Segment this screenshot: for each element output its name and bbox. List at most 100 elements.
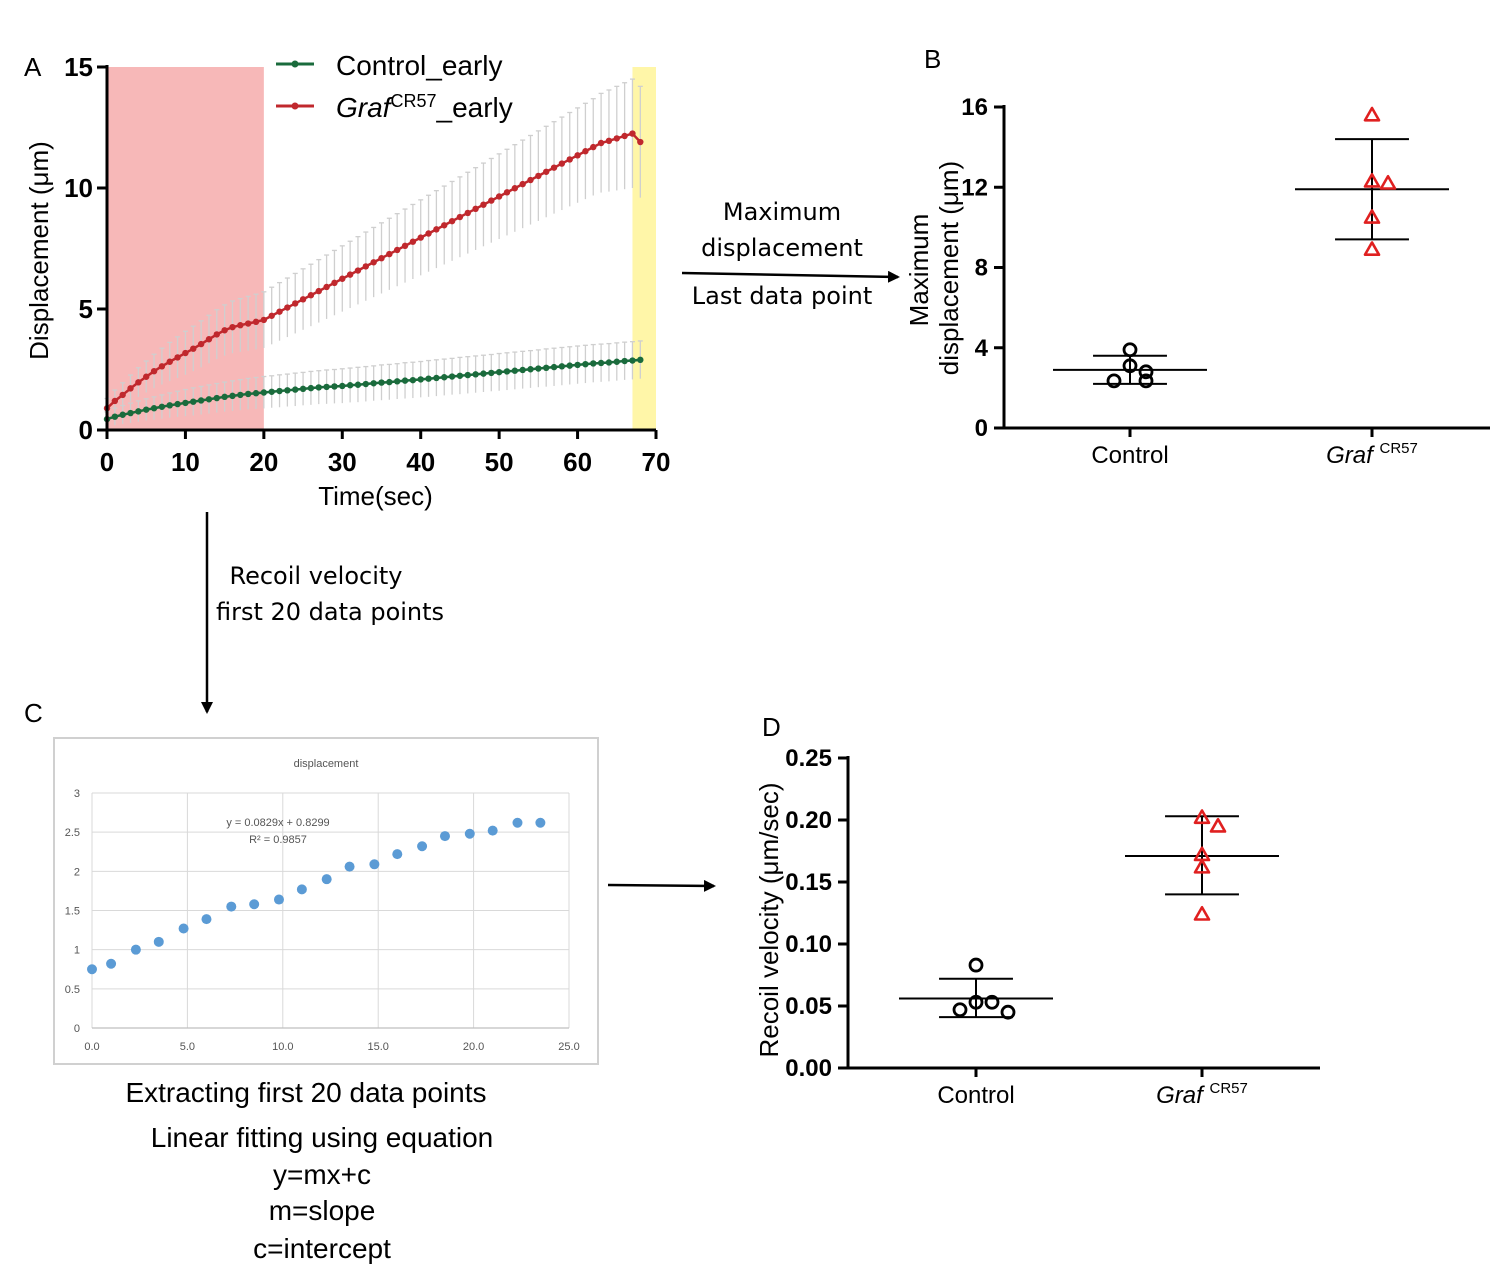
data-point-s0-63 xyxy=(597,359,605,367)
data-point-s0-42 xyxy=(433,374,440,382)
category-italic-d: Graf xyxy=(1156,1082,1209,1109)
data-point-s0-57 xyxy=(550,363,558,371)
data-point-s0-58 xyxy=(558,363,566,370)
data-point-d-0-3 xyxy=(952,1002,968,1018)
data-point-b-1-1 xyxy=(1363,172,1381,188)
data-point-s1-22 xyxy=(276,308,283,315)
data-point-s1-47 xyxy=(472,205,479,213)
data-point-s0-37 xyxy=(393,378,401,385)
data-point-s0-5 xyxy=(143,406,150,413)
data-point-c-6 xyxy=(226,901,237,912)
data-point-c-12 xyxy=(369,859,380,870)
data-point-s1-5 xyxy=(143,373,150,380)
y-axis-label-a: Displacement (μm) xyxy=(24,141,54,360)
data-point-s0-29 xyxy=(331,383,338,390)
data-point-s1-31 xyxy=(346,271,354,278)
arrow-ac-text-2: first 20 data points xyxy=(216,598,444,626)
data-point-s0-45 xyxy=(456,372,464,379)
data-point-s0-2 xyxy=(119,411,126,418)
equation-c: y = 0.0829x + 0.8299 xyxy=(226,817,329,829)
data-point-s0-53 xyxy=(519,366,526,374)
arrow-ab-line xyxy=(681,270,900,283)
data-point-c-2 xyxy=(130,944,141,955)
legend-graf-suffix: _early xyxy=(436,92,513,123)
arrow-ab-text-3: Last data point xyxy=(692,282,873,310)
legend-marker-graf xyxy=(291,102,299,110)
y-axis-label-d: Recoil velocity (μm/sec) xyxy=(754,782,784,1057)
y-tick-label-d: 0.20 xyxy=(785,807,832,834)
caption-line-5: c=intercept xyxy=(253,1233,391,1264)
data-point-d-1-4 xyxy=(1193,905,1211,921)
arrow-c-to-d xyxy=(607,879,716,892)
data-point-s1-13 xyxy=(205,336,213,343)
panel-label-d: D xyxy=(762,712,781,742)
x-tick-label-c: 25.0 xyxy=(558,1041,579,1053)
data-point-s1-12 xyxy=(197,340,205,348)
caption-line-4: m=slope xyxy=(269,1195,376,1226)
data-point-s1-63 xyxy=(597,139,605,147)
data-point-s0-11 xyxy=(190,398,197,405)
category-label-b-1: Graf CR57 xyxy=(1326,440,1418,469)
data-point-s0-60 xyxy=(574,361,581,369)
data-point-s0-48 xyxy=(480,370,487,377)
data-point-s1-6 xyxy=(150,367,158,375)
data-point-s1-16 xyxy=(229,323,236,331)
data-point-s1-67 xyxy=(629,130,636,137)
y-tick-label-c: 2 xyxy=(74,866,80,878)
r-squared-c: R² = 0.9857 xyxy=(249,834,307,846)
data-point-s1-60 xyxy=(574,152,581,159)
y-axis-label-b-1: Maximum xyxy=(904,214,934,327)
data-point-s0-10 xyxy=(182,399,189,407)
data-point-c-7 xyxy=(249,899,260,910)
data-point-s1-36 xyxy=(386,250,393,258)
data-point-s1-46 xyxy=(464,209,471,217)
y-tick-label-a: 5 xyxy=(79,294,93,324)
data-point-s1-26 xyxy=(307,292,315,299)
data-point-b-0-1 xyxy=(1122,358,1138,374)
data-point-s1-64 xyxy=(605,137,613,145)
data-point-c-17 xyxy=(487,825,498,836)
data-point-s0-56 xyxy=(543,364,550,372)
x-tick-label-a: 60 xyxy=(563,447,592,477)
data-point-c-13 xyxy=(392,849,403,860)
y-tick-label-a: 0 xyxy=(79,415,93,445)
chart-frame-c xyxy=(53,737,599,1065)
data-point-s1-32 xyxy=(354,267,362,274)
data-point-s1-27 xyxy=(315,287,322,295)
x-tick-label-a: 0 xyxy=(100,447,114,477)
data-point-d-1-0 xyxy=(1193,809,1211,825)
panel-label-c: C xyxy=(24,698,43,728)
data-point-b-1-2 xyxy=(1379,174,1397,190)
x-tick-label-a: 20 xyxy=(249,447,278,477)
data-point-s1-65 xyxy=(613,135,620,142)
title-c: displacement xyxy=(294,758,359,770)
data-point-s1-35 xyxy=(378,254,385,262)
data-point-s0-68 xyxy=(637,356,644,364)
category-italic-b: Graf xyxy=(1326,442,1379,469)
data-point-s0-9 xyxy=(174,400,181,408)
x-tick-label-a: 40 xyxy=(406,447,435,477)
data-point-s1-25 xyxy=(299,296,307,303)
data-point-s1-42 xyxy=(433,226,440,233)
data-point-s0-15 xyxy=(221,393,228,401)
data-point-s0-38 xyxy=(401,377,409,384)
data-point-s1-14 xyxy=(213,331,220,338)
data-point-s1-23 xyxy=(284,304,291,311)
data-point-s1-38 xyxy=(401,242,409,250)
data-point-s1-51 xyxy=(503,189,511,196)
y-tick-label-a: 10 xyxy=(64,173,93,203)
data-point-d-1-3 xyxy=(1193,858,1211,874)
panel-c-excel-scatter: 0 0.5 1 1.5 2 2.5 3 0.0 5.0 10.0 15.0 20.0 25.0 displ… xyxy=(53,737,599,1065)
data-point-s1-4 xyxy=(135,379,142,386)
data-point-s1-45 xyxy=(456,213,464,221)
data-point-d-0-1 xyxy=(968,994,984,1010)
y-tick-label-c: 3 xyxy=(74,788,80,800)
data-point-s1-49 xyxy=(488,197,495,204)
data-point-s0-47 xyxy=(472,371,479,378)
data-point-s1-8 xyxy=(166,358,173,365)
data-point-c-3 xyxy=(153,936,164,947)
data-point-s0-54 xyxy=(527,366,534,373)
data-point-s0-61 xyxy=(582,360,589,368)
data-point-s0-24 xyxy=(292,386,299,393)
y-tick-label-d: 0.10 xyxy=(785,931,832,958)
